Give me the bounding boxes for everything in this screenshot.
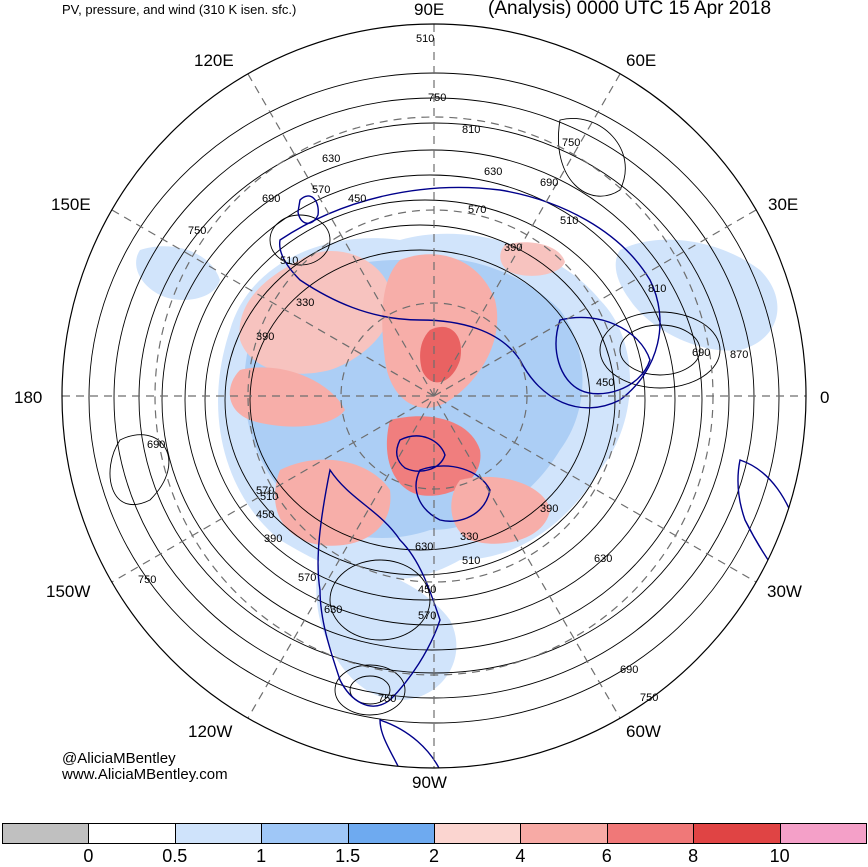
graticule: [62, 24, 806, 768]
credit-website: www.AliciaMBentley.com: [62, 766, 228, 783]
lon-label-60w: 60W: [626, 722, 661, 741]
coastline-europe: [555, 316, 651, 395]
contour-label: 570: [418, 610, 436, 622]
lon-label-0: 0: [820, 388, 830, 407]
contour-label: 630: [484, 166, 502, 178]
contour-label: 450: [596, 377, 614, 389]
contour-label: 750: [188, 225, 206, 237]
contour-label: 570: [312, 184, 330, 196]
pv-blue-region: [316, 560, 457, 700]
pv-red-region: [239, 251, 392, 374]
contour-label: 570: [256, 485, 274, 497]
lon-label-90e: 90E: [414, 0, 445, 19]
contour-label: 570: [468, 204, 486, 216]
colorbar-segment: [261, 823, 349, 844]
contour-label: 690: [692, 347, 710, 359]
lon-label-180: 180: [14, 388, 43, 407]
polar-stereographic-map: 510 750 810 630 750 690 630 570 450 690 …: [61, 23, 807, 769]
contour-label: 810: [462, 124, 480, 136]
colorbar-label: 8: [688, 846, 699, 866]
contour-label: 750: [640, 692, 658, 704]
coastline-greenland: [415, 465, 491, 522]
contour-label: 690: [620, 664, 638, 676]
lon-label-60e: 60E: [626, 51, 657, 70]
contour-label: 750: [138, 574, 156, 586]
colorbar-segment: [174, 823, 263, 844]
colorbar-label: 1.5: [335, 846, 361, 866]
map-subtitle: PV, pressure, and wind (310 K isen. sfc.…: [62, 2, 297, 17]
contour-label: 450: [348, 193, 366, 205]
contour-label-group: 510 750 810 630 750 690 630 570 450 690 …: [138, 33, 748, 705]
contour-label: 630: [324, 604, 342, 616]
lon-label-30w: 30W: [767, 582, 802, 601]
colorbar-label: 4: [515, 846, 526, 866]
colorbar-label: 0.5: [162, 846, 188, 866]
coastline-south-america: [379, 719, 442, 768]
colorbar-segment: [2, 823, 90, 844]
contour-label: 510: [260, 491, 278, 503]
contour-label: 870: [730, 349, 748, 361]
contour-label: 510: [560, 215, 578, 227]
pv-red-region: [420, 326, 461, 383]
contour-label: 690: [262, 193, 280, 205]
pv-red-region: [274, 459, 391, 546]
contour-label: 390: [256, 331, 274, 343]
lon-label-120w: 120W: [188, 722, 233, 741]
contour-label: 750: [378, 693, 396, 705]
lon-label-90w: 90W: [412, 773, 447, 792]
contour-label: 330: [460, 531, 478, 543]
colorbar-segment: [434, 823, 522, 844]
contour-label: 510: [462, 555, 480, 567]
coastline-arctic-islands: [396, 435, 446, 472]
contour-label: 390: [540, 503, 558, 515]
map-border: [61, 23, 807, 769]
pv-red-region: [500, 242, 565, 276]
colorbar-segment: [779, 823, 867, 844]
contour-label: 690: [147, 439, 165, 451]
contour-label: 330: [296, 297, 314, 309]
contour-label: 510: [416, 33, 434, 45]
colorbar-label: 6: [601, 846, 612, 866]
contour-label: 390: [504, 242, 522, 254]
pv-red-region: [229, 367, 345, 427]
map-title: (Analysis) 0000 UTC 15 Apr 2018: [488, 0, 772, 19]
colorbar-label: 1: [256, 846, 267, 866]
contour-label: 630: [322, 153, 340, 165]
pv-shading: [136, 233, 778, 700]
contour-label: 450: [418, 584, 436, 596]
contour-label: 510: [280, 255, 298, 267]
lon-label-30e: 30E: [768, 195, 799, 214]
lon-label-120e: 120E: [194, 51, 234, 70]
colorbar-segment: [347, 823, 435, 844]
contour-label: 630: [594, 553, 612, 565]
colorbar-label: 2: [428, 846, 440, 866]
contour-label: 750: [562, 137, 580, 149]
colorbar-segment: [88, 823, 176, 844]
contour-label: 450: [256, 509, 274, 521]
credit-handle: @AliciaMBentley: [62, 750, 176, 767]
coastline-japan: [297, 195, 319, 224]
contour-label: 690: [540, 177, 558, 189]
lon-label-150e: 150E: [51, 195, 91, 214]
lon-label-150w: 150W: [46, 582, 91, 601]
colorbar-label: 0: [83, 846, 94, 866]
colorbar-segment: [693, 823, 781, 844]
contour-label: 630: [415, 541, 433, 553]
colorbar-segment: [606, 823, 695, 844]
coastline-north-america: [317, 468, 441, 707]
contour-label: 570: [298, 572, 316, 584]
colorbar-segment: [520, 823, 608, 844]
contour-label: 810: [648, 283, 666, 295]
colorbar-label: 10: [769, 846, 790, 866]
contour-label: 390: [264, 533, 282, 545]
contour-label: 750: [428, 92, 446, 104]
